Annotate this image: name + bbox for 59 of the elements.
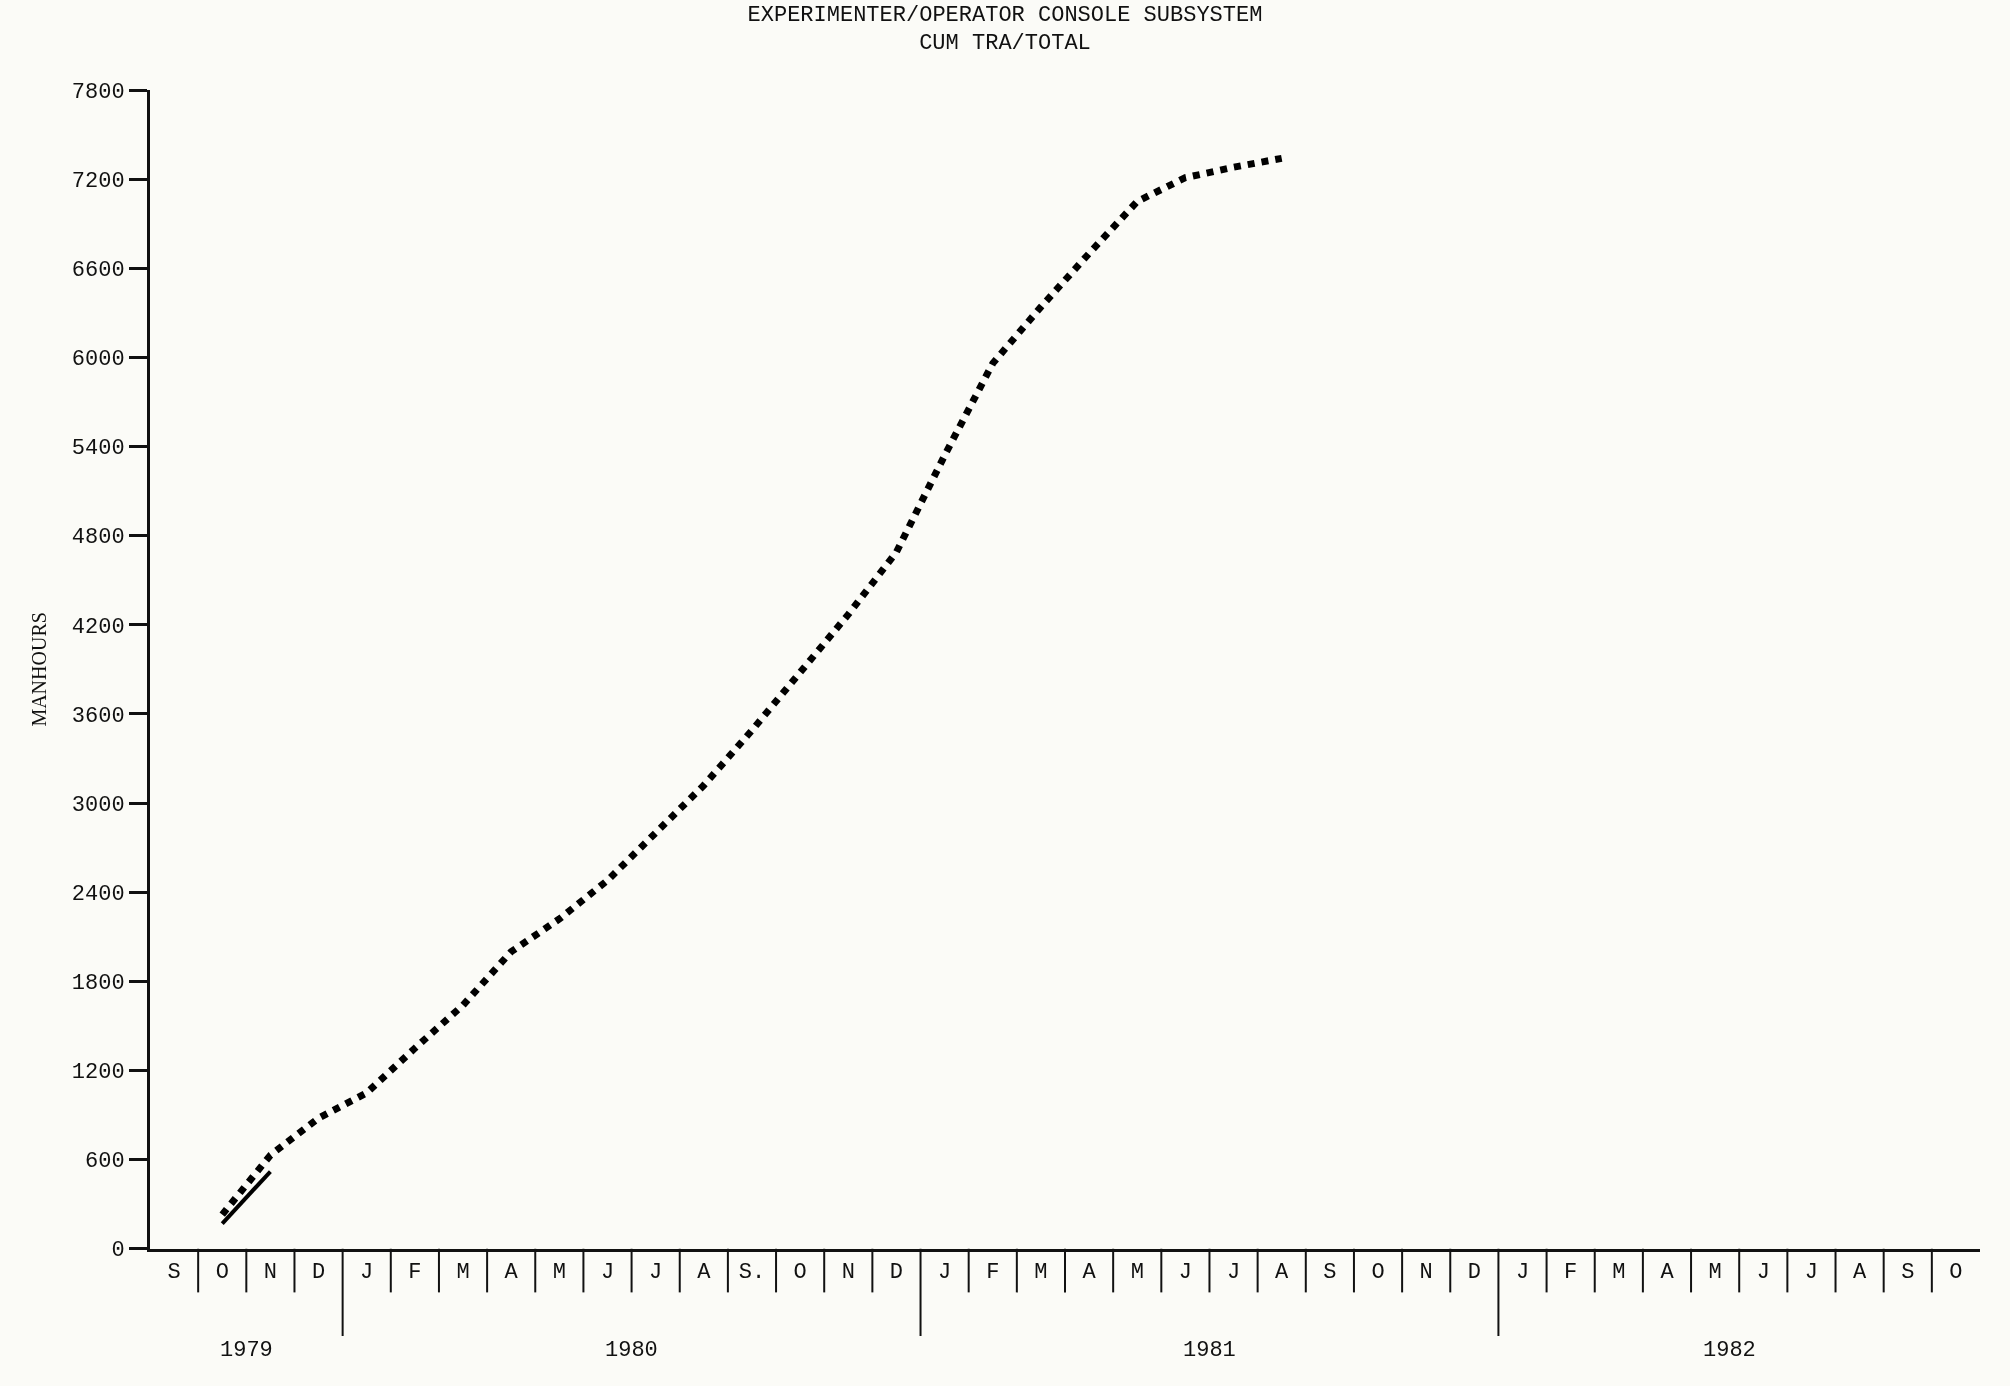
x-tick-label: N — [263, 1260, 277, 1286]
x-tick-label: J — [600, 1260, 615, 1286]
y-tick-label: 2400 — [71, 881, 125, 907]
x-tick-label: J — [938, 1260, 952, 1286]
x-tick-label: J — [1178, 1260, 1192, 1286]
y-tick-label: 3600 — [71, 703, 125, 729]
y-tick-label: 5400 — [71, 436, 125, 462]
x-tick-label: J — [1804, 1260, 1819, 1286]
y-tick-label: 6600 — [71, 257, 125, 283]
x-tick-label: M — [1708, 1260, 1722, 1286]
x-tick-label: A — [504, 1260, 519, 1286]
x-tick-label: A — [697, 1260, 712, 1286]
text: 1981 — [1183, 1338, 1236, 1363]
x-tick-label: J — [1226, 1260, 1241, 1286]
x-tick-label: N — [1419, 1260, 1433, 1286]
x-tick-label: F — [1564, 1260, 1578, 1286]
x-tick-label: D — [889, 1260, 904, 1286]
text: 1982 — [1703, 1338, 1756, 1363]
y-tick-label: 1800 — [71, 971, 125, 997]
x-tick-label: D — [311, 1260, 326, 1286]
chart-title: EXPERIMENTER/OPERATOR CONSOLE SUBSYSTEM — [747, 2, 1263, 28]
x-tick-label: F — [986, 1260, 1000, 1286]
y-tick-label: 3000 — [71, 792, 125, 818]
y-tick-label: 0 — [111, 1238, 125, 1264]
x-tick-label: J — [1756, 1260, 1770, 1286]
x-tick-label: S. — [738, 1260, 766, 1286]
y-tick-label: 1200 — [71, 1060, 125, 1086]
x-tick-label: J — [1515, 1260, 1530, 1286]
y-tick-label: 4200 — [71, 614, 125, 640]
x-tick-label: A — [1275, 1260, 1290, 1286]
x-tick-label: O — [1371, 1260, 1385, 1286]
x-tick-label: M — [1130, 1260, 1144, 1286]
x-tick-label: A — [1082, 1260, 1097, 1286]
text: 1980 — [605, 1338, 658, 1363]
y-tick-label: 600 — [84, 1149, 125, 1175]
y-tick-label: 7200 — [71, 168, 125, 194]
text: 1979 — [220, 1338, 273, 1363]
y-axis-title: MANHOURS — [28, 612, 51, 727]
x-tick-label: S — [1901, 1260, 1915, 1286]
x-tick-label: S — [167, 1260, 181, 1286]
x-tick-label: O — [1949, 1260, 1963, 1286]
chart-subtitle: CUM TRA/TOTAL — [919, 31, 1091, 57]
x-tick-label: O — [793, 1260, 807, 1286]
x-tick-label: M — [1612, 1260, 1626, 1286]
y-tick-label: 4800 — [71, 525, 125, 551]
x-tick-label: N — [841, 1260, 855, 1286]
y-tick-label: 7800 — [71, 79, 125, 105]
x-tick-label: D — [1467, 1260, 1481, 1286]
x-tick-label: S — [1323, 1260, 1337, 1286]
x-tick-label: F — [408, 1260, 422, 1286]
x-tick-label: O — [215, 1260, 229, 1286]
x-tick-label: M — [1034, 1260, 1048, 1286]
x-tick-label: J — [649, 1260, 663, 1286]
x-tick-label: J — [360, 1260, 374, 1286]
x-tick-label: A — [1853, 1260, 1868, 1286]
x-tick-label: M — [456, 1260, 470, 1286]
x-tick-label: M — [552, 1260, 566, 1286]
x-tick-label: A — [1660, 1260, 1675, 1286]
y-tick-label: 6000 — [71, 347, 125, 373]
